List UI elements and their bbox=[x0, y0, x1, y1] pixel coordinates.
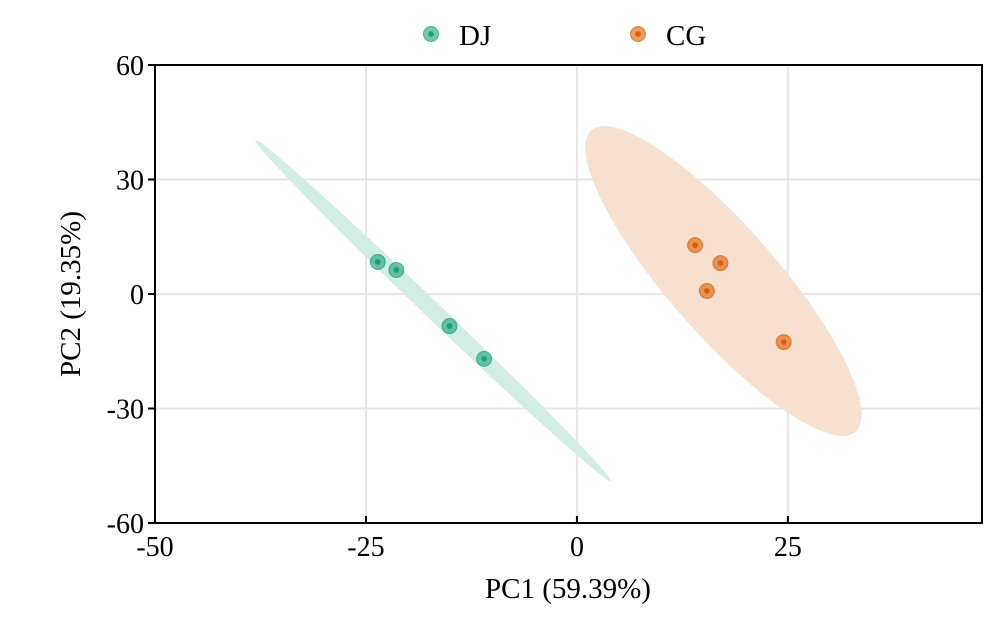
confidence-ellipse-cg bbox=[585, 126, 862, 436]
data-point-cg bbox=[712, 255, 729, 272]
data-point-dj bbox=[388, 261, 405, 278]
point-core bbox=[780, 339, 787, 345]
point-core bbox=[481, 356, 487, 362]
point-core bbox=[374, 259, 381, 265]
data-point-dj bbox=[441, 318, 458, 335]
grid-lines bbox=[155, 65, 982, 523]
legend-item-dj: DJ bbox=[423, 20, 491, 52]
y-axis-title: PC2 (19.35%) bbox=[55, 211, 87, 377]
data-point-dj bbox=[476, 350, 493, 367]
x-axis-title: PC1 (59.39%) bbox=[485, 573, 651, 605]
point-core bbox=[704, 288, 710, 294]
legend-marker-cg-core bbox=[635, 31, 641, 37]
point-core bbox=[393, 267, 400, 273]
data-point-cg bbox=[775, 334, 792, 351]
legend-marker-dj-core bbox=[428, 31, 434, 37]
legend-item-cg: CG bbox=[630, 20, 706, 52]
axis-ticks bbox=[148, 64, 789, 524]
y-tick-label: -60 bbox=[107, 509, 144, 540]
data-point-cg bbox=[698, 282, 715, 299]
legend: DJ CG bbox=[423, 20, 706, 52]
y-tick-label: 0 bbox=[130, 280, 144, 311]
point-core bbox=[717, 260, 724, 266]
x-tick-label: -50 bbox=[136, 532, 173, 563]
data-point-cg bbox=[687, 237, 704, 254]
legend-label-cg: CG bbox=[666, 20, 706, 52]
confidence-ellipses bbox=[255, 126, 862, 482]
legend-label-dj: DJ bbox=[459, 20, 491, 52]
data-points bbox=[369, 237, 792, 367]
y-tick-label: 60 bbox=[116, 51, 144, 82]
x-tick-label: -25 bbox=[347, 532, 384, 563]
y-tick-label: 30 bbox=[116, 166, 144, 197]
x-tick-label: 25 bbox=[774, 532, 802, 563]
point-core bbox=[446, 323, 453, 329]
data-point-dj bbox=[369, 253, 386, 270]
y-tick-label: -30 bbox=[107, 395, 144, 426]
confidence-ellipse-dj bbox=[255, 140, 611, 482]
point-core bbox=[692, 242, 698, 248]
x-tick-label: 0 bbox=[570, 532, 584, 563]
